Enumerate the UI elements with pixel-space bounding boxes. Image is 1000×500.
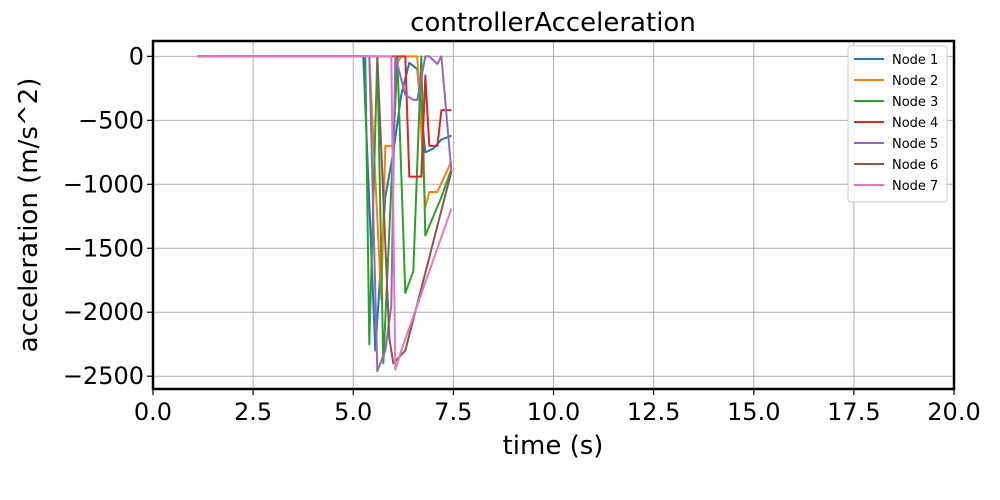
x-tick-label: 20.0 — [927, 398, 980, 426]
x-tick-label: 2.5 — [234, 398, 272, 426]
legend-label: Node 7 — [892, 179, 938, 194]
legend-label: Node 5 — [892, 137, 938, 152]
y-tick-label: −1500 — [63, 234, 144, 262]
series-line-node-7 — [197, 55, 453, 371]
legend-label: Node 3 — [892, 95, 938, 110]
chart-title: controllerAcceleration — [410, 8, 696, 38]
y-tick-label: −1000 — [63, 170, 144, 198]
y-tick-label: −500 — [78, 106, 144, 134]
x-tick-label: 5.0 — [334, 398, 372, 426]
y-axis-ticks: 0 −500 −1000 −1500 −2000 −2500 — [63, 42, 153, 390]
legend: Node 1 Node 2 Node 3 Node 4 Node 5 Node 6 Node… — [847, 45, 948, 203]
x-tick-label: 15.0 — [727, 398, 780, 426]
x-tick-label: 10.0 — [527, 398, 580, 426]
x-tick-label: 7.5 — [434, 398, 472, 426]
legend-label: Node 1 — [892, 53, 938, 68]
y-tick-label: −2500 — [63, 362, 144, 390]
series-line-node-4 — [197, 55, 452, 178]
x-axis-ticks: 0.0 2.5 5.0 7.5 10.0 12.5 15.0 17.5 20.0 — [134, 389, 981, 426]
legend-label: Node 2 — [892, 74, 938, 89]
series-lines — [197, 55, 453, 373]
legend-label: Node 6 — [892, 158, 938, 173]
x-tick-label: 17.5 — [827, 398, 880, 426]
y-tick-label: 0 — [129, 42, 144, 70]
x-axis-label: time (s) — [503, 431, 604, 461]
x-tick-label: 12.5 — [627, 398, 680, 426]
series-line-node-5 — [197, 55, 453, 373]
legend-label: Node 4 — [892, 116, 938, 131]
x-tick-label: 0.0 — [134, 398, 172, 426]
grid — [152, 41, 955, 389]
y-tick-label: −2000 — [63, 298, 144, 326]
y-axis-label: acceleration (m/s^2) — [14, 78, 44, 353]
